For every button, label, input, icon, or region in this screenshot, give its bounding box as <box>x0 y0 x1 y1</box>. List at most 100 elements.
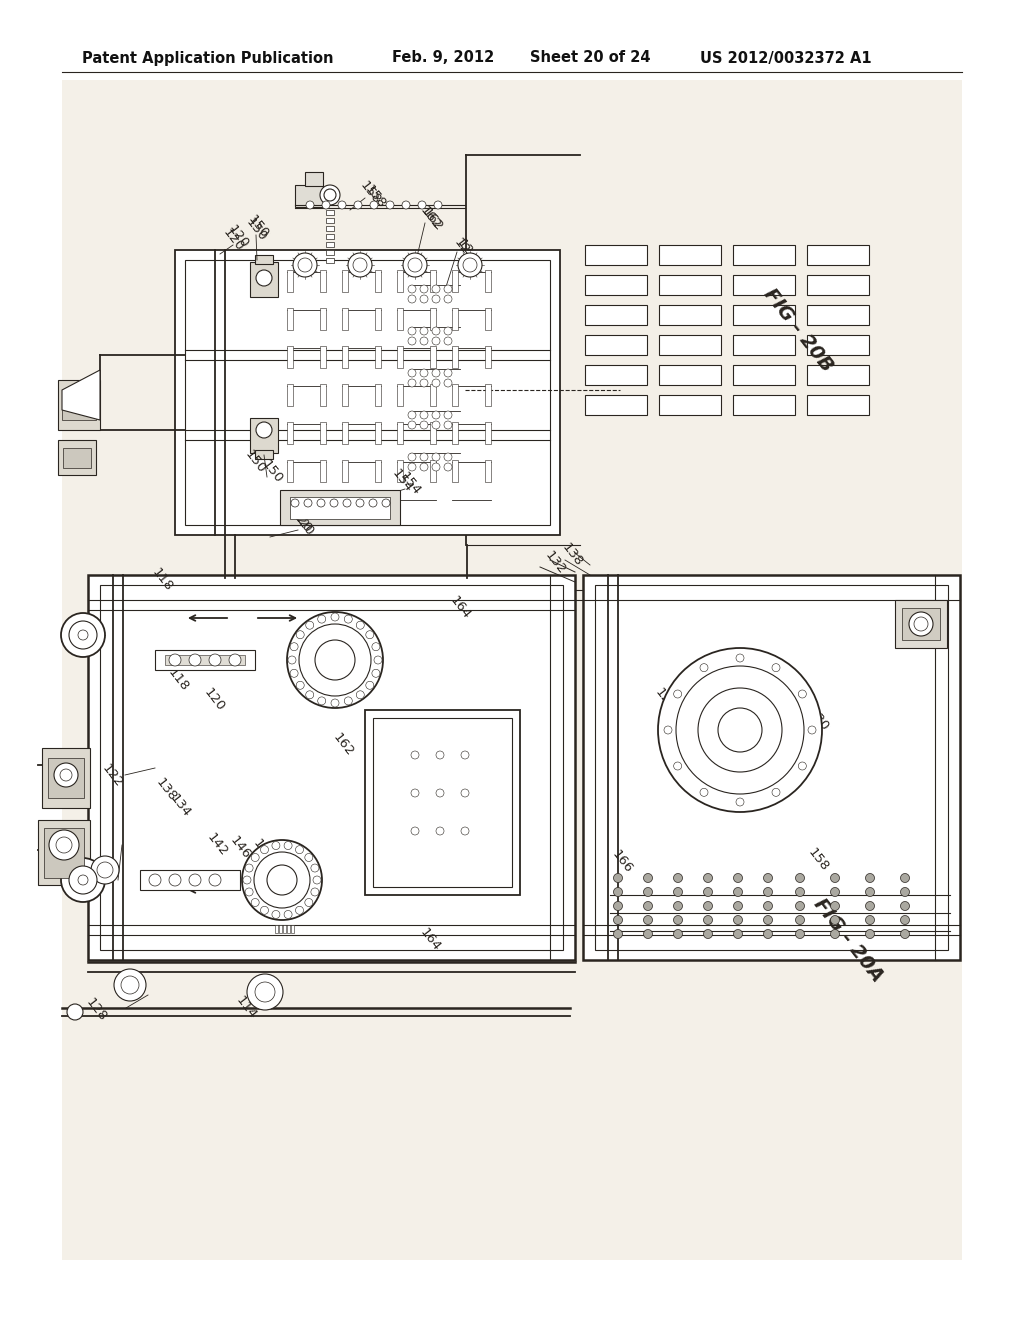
Circle shape <box>366 631 374 639</box>
Circle shape <box>733 929 742 939</box>
Circle shape <box>293 253 317 277</box>
Circle shape <box>403 253 427 277</box>
Circle shape <box>432 327 440 335</box>
Circle shape <box>408 337 416 345</box>
Bar <box>485 384 490 407</box>
Bar <box>326 242 334 247</box>
Circle shape <box>432 421 440 429</box>
Circle shape <box>372 669 380 677</box>
Bar <box>733 305 795 325</box>
Circle shape <box>772 664 780 672</box>
Circle shape <box>764 929 772 939</box>
Circle shape <box>796 916 805 924</box>
Circle shape <box>370 201 378 209</box>
Circle shape <box>444 379 452 387</box>
Bar <box>430 422 436 444</box>
Circle shape <box>306 690 313 698</box>
Bar <box>430 459 436 482</box>
Text: 120: 120 <box>220 226 246 253</box>
Circle shape <box>284 911 292 919</box>
Text: 164: 164 <box>447 594 473 622</box>
Bar <box>342 384 348 407</box>
Circle shape <box>643 874 652 883</box>
Text: Sheet 20 of 24: Sheet 20 of 24 <box>530 50 650 66</box>
Circle shape <box>444 453 452 461</box>
Bar <box>44 828 84 878</box>
Bar <box>733 335 795 355</box>
Circle shape <box>434 201 442 209</box>
Text: 132: 132 <box>542 549 568 577</box>
Bar <box>48 758 84 799</box>
Circle shape <box>348 253 372 277</box>
Circle shape <box>733 874 742 883</box>
Circle shape <box>255 982 275 1002</box>
Circle shape <box>674 690 682 698</box>
Circle shape <box>189 653 201 667</box>
Circle shape <box>69 620 97 649</box>
Bar <box>733 395 795 414</box>
Circle shape <box>408 285 416 293</box>
Circle shape <box>736 799 744 807</box>
Circle shape <box>408 411 416 418</box>
Bar <box>62 389 96 420</box>
Circle shape <box>420 421 428 429</box>
Text: 114: 114 <box>233 994 259 1022</box>
Circle shape <box>382 499 390 507</box>
Circle shape <box>242 840 322 920</box>
Circle shape <box>865 902 874 911</box>
Bar <box>430 308 436 330</box>
Circle shape <box>296 907 303 915</box>
Bar <box>659 275 721 294</box>
Bar <box>807 246 869 265</box>
Bar <box>485 308 490 330</box>
Circle shape <box>67 1005 83 1020</box>
Bar <box>452 459 458 482</box>
Circle shape <box>909 612 933 636</box>
Bar <box>583 576 961 960</box>
Circle shape <box>411 751 419 759</box>
Circle shape <box>408 463 416 471</box>
Circle shape <box>411 789 419 797</box>
Circle shape <box>311 865 318 873</box>
Circle shape <box>91 855 119 884</box>
Bar <box>895 601 947 648</box>
Circle shape <box>900 929 909 939</box>
Circle shape <box>306 622 313 630</box>
Circle shape <box>317 499 325 507</box>
Bar <box>305 172 323 186</box>
Circle shape <box>444 327 452 335</box>
Circle shape <box>643 902 652 911</box>
Bar <box>485 459 490 482</box>
Bar <box>342 346 348 368</box>
Bar <box>485 271 490 292</box>
Text: Patent Application Publication: Patent Application Publication <box>82 50 334 66</box>
Circle shape <box>49 830 79 861</box>
Circle shape <box>353 257 367 272</box>
Circle shape <box>356 622 365 630</box>
Circle shape <box>444 285 452 293</box>
Bar <box>58 440 96 475</box>
Text: 162: 162 <box>417 205 443 232</box>
Circle shape <box>461 751 469 759</box>
Circle shape <box>703 929 713 939</box>
Circle shape <box>733 887 742 896</box>
Circle shape <box>402 201 410 209</box>
Text: 122: 122 <box>99 762 125 791</box>
Bar <box>287 346 293 368</box>
Bar <box>287 925 290 933</box>
Bar <box>175 249 560 535</box>
Circle shape <box>260 846 268 854</box>
Circle shape <box>764 916 772 924</box>
Bar <box>287 308 293 330</box>
Circle shape <box>354 201 362 209</box>
Bar <box>452 422 458 444</box>
Circle shape <box>304 499 312 507</box>
Text: 130: 130 <box>805 706 830 734</box>
Bar <box>452 346 458 368</box>
Circle shape <box>408 257 422 272</box>
Circle shape <box>764 874 772 883</box>
Circle shape <box>229 653 241 667</box>
Circle shape <box>305 854 312 862</box>
Bar <box>397 384 403 407</box>
Bar <box>155 649 255 671</box>
